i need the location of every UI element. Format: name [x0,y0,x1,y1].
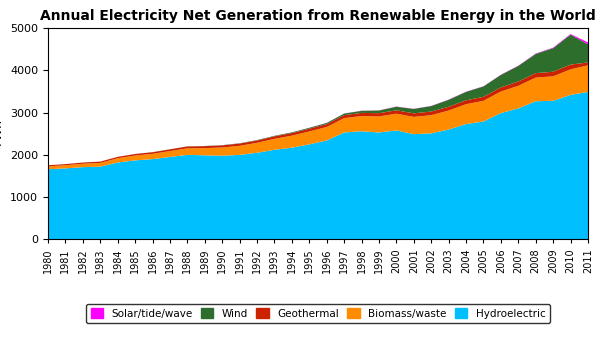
Legend: Solar/tide/wave, Wind, Geothermal, Biomass/waste, Hydroelectric: Solar/tide/wave, Wind, Geothermal, Bioma… [86,304,550,323]
Title: Annual Electricity Net Generation from Renewable Energy in the World: Annual Electricity Net Generation from R… [40,9,596,23]
Y-axis label: TWh: TWh [0,120,5,148]
